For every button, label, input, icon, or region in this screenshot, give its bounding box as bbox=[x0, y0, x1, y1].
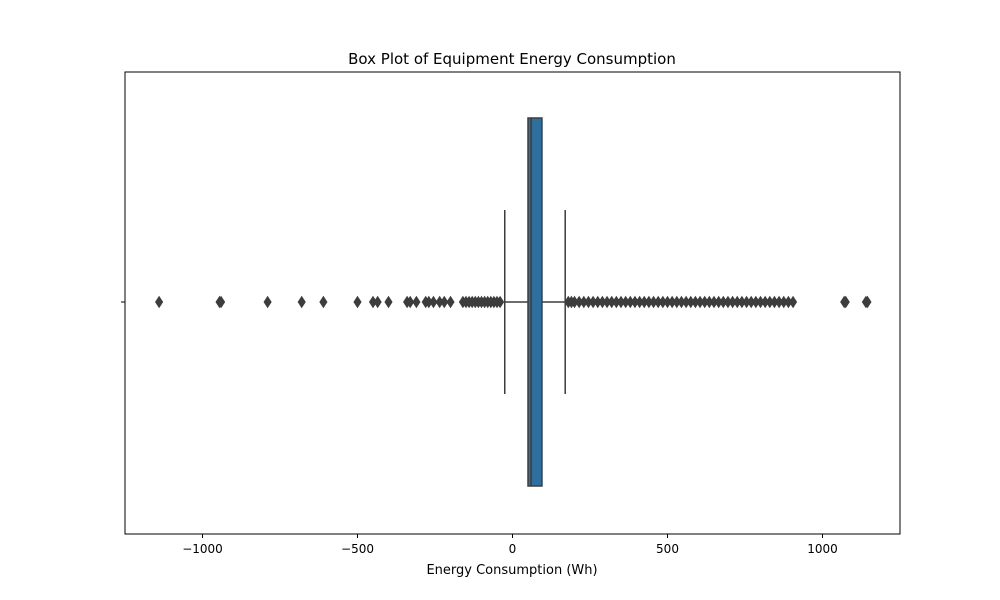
outlier-point bbox=[496, 295, 505, 309]
outlier-point bbox=[841, 295, 850, 309]
outlier-point bbox=[863, 295, 872, 309]
outlier-point bbox=[429, 295, 438, 309]
x-tick-label: −500 bbox=[341, 542, 374, 556]
x-axis-label: Energy Consumption (Wh) bbox=[426, 563, 597, 578]
outlier-point bbox=[297, 295, 306, 309]
outlier-point bbox=[155, 295, 164, 309]
outlier-point bbox=[373, 295, 382, 309]
x-tick-label: 0 bbox=[509, 542, 517, 556]
x-tick-label: 500 bbox=[656, 542, 679, 556]
x-tick-label: 1000 bbox=[807, 542, 838, 556]
x-tick-label: −1000 bbox=[182, 542, 223, 556]
outlier-point bbox=[384, 295, 393, 309]
outlier-point bbox=[263, 295, 272, 309]
chart-title: Box Plot of Equipment Energy Consumption bbox=[348, 50, 676, 68]
x-axis-ticks: −1000 −500 0 500 1000 bbox=[121, 301, 838, 556]
outlier-point bbox=[412, 295, 421, 309]
outlier-point bbox=[353, 295, 362, 309]
outlier-point bbox=[446, 295, 455, 309]
outlier-point bbox=[319, 295, 328, 309]
iqr-box bbox=[527, 117, 543, 487]
outlier-point bbox=[406, 295, 415, 309]
outlier-point bbox=[217, 295, 226, 309]
outlier-point bbox=[440, 295, 449, 309]
marks-layer bbox=[155, 117, 872, 487]
outlier-point bbox=[788, 295, 798, 309]
